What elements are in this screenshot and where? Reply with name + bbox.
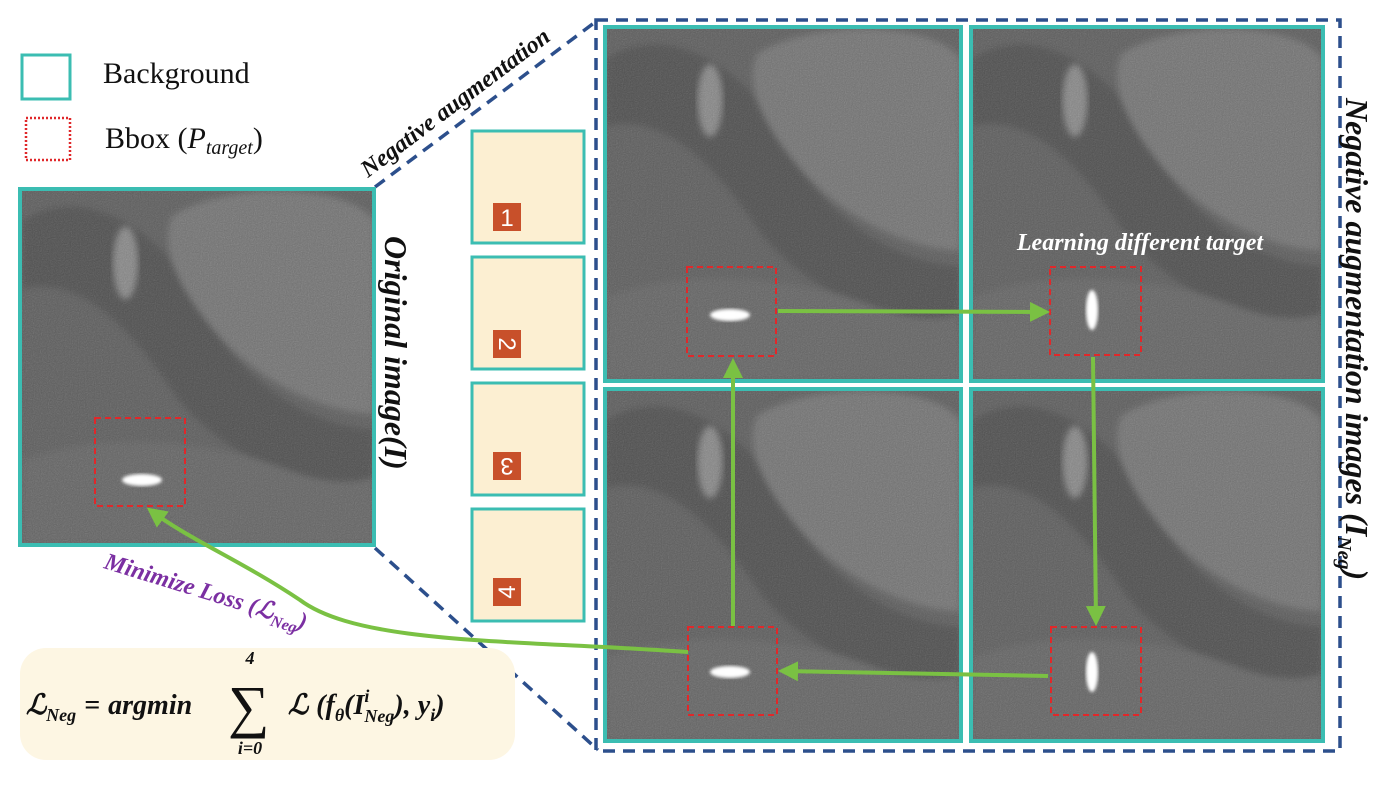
step-list: 1 2 3 4	[470, 129, 586, 623]
legend-background-swatch	[20, 53, 72, 101]
formula-box: ℒNeg = argmin ∑ 4 i=0 ℒ (fθ(Ii Neg), yi)	[20, 648, 515, 760]
learning-target-label: Learning different target	[1016, 230, 1265, 256]
step-box-2: 2	[470, 255, 586, 371]
formula-lhs: ℒNeg = argmin	[26, 690, 192, 725]
augmented-image-3	[603, 387, 963, 743]
legend-background-label: Background	[103, 57, 250, 90]
minimize-loss-label: Minimize Loss (ℒNeg)	[99, 549, 310, 640]
cycle-arrows	[723, 301, 1106, 682]
bbox-3	[687, 626, 778, 716]
step-box-4: 4	[470, 507, 586, 623]
zoom-line-top	[373, 18, 600, 189]
formula-upper: 4	[245, 648, 255, 668]
target-1	[710, 309, 750, 321]
augmented-image-1	[603, 25, 963, 383]
target-3	[710, 666, 750, 678]
augmented-image-2	[969, 25, 1325, 383]
original-target	[122, 474, 162, 486]
arrow-4-to-3	[778, 661, 1049, 682]
original-image	[18, 187, 376, 547]
step-number-4: 4	[494, 585, 521, 598]
arrow-2-to-4	[1085, 356, 1106, 626]
step-box-1: 1	[470, 129, 586, 245]
bbox-2	[1049, 266, 1142, 356]
legend-bbox-swatch	[24, 116, 72, 162]
formula-background	[20, 648, 515, 760]
augmentation-container	[594, 18, 1342, 753]
target-2	[1086, 290, 1098, 330]
formula-rhs: ℒ (fθ(Ii Neg), yi)	[288, 686, 445, 726]
step-number-1: 1	[500, 205, 513, 232]
step-box-3: 3	[470, 381, 586, 497]
formula-sum: ∑	[228, 674, 269, 739]
target-4	[1086, 652, 1098, 692]
minimize-loss-arrow	[146, 507, 689, 654]
original-image-frame	[18, 187, 376, 547]
original-bbox	[94, 417, 186, 507]
step-number-2: 2	[493, 337, 520, 350]
legend: Background Bbox (Ptarget)	[20, 53, 263, 162]
augmented-grid	[603, 25, 1325, 743]
formula-lower: i=0	[238, 738, 262, 758]
legend-bbox-label: Bbox (Ptarget)	[105, 122, 263, 159]
original-image-label: Original image(I)	[378, 236, 414, 470]
step-number-3: 3	[500, 452, 513, 479]
bbox-1	[686, 266, 777, 357]
bbox-4	[1050, 626, 1142, 716]
negative-images-label: Negative augmentation images (INeg)	[1333, 97, 1375, 580]
arrow-1-to-2	[777, 301, 1050, 322]
augmented-image-4	[969, 387, 1325, 743]
